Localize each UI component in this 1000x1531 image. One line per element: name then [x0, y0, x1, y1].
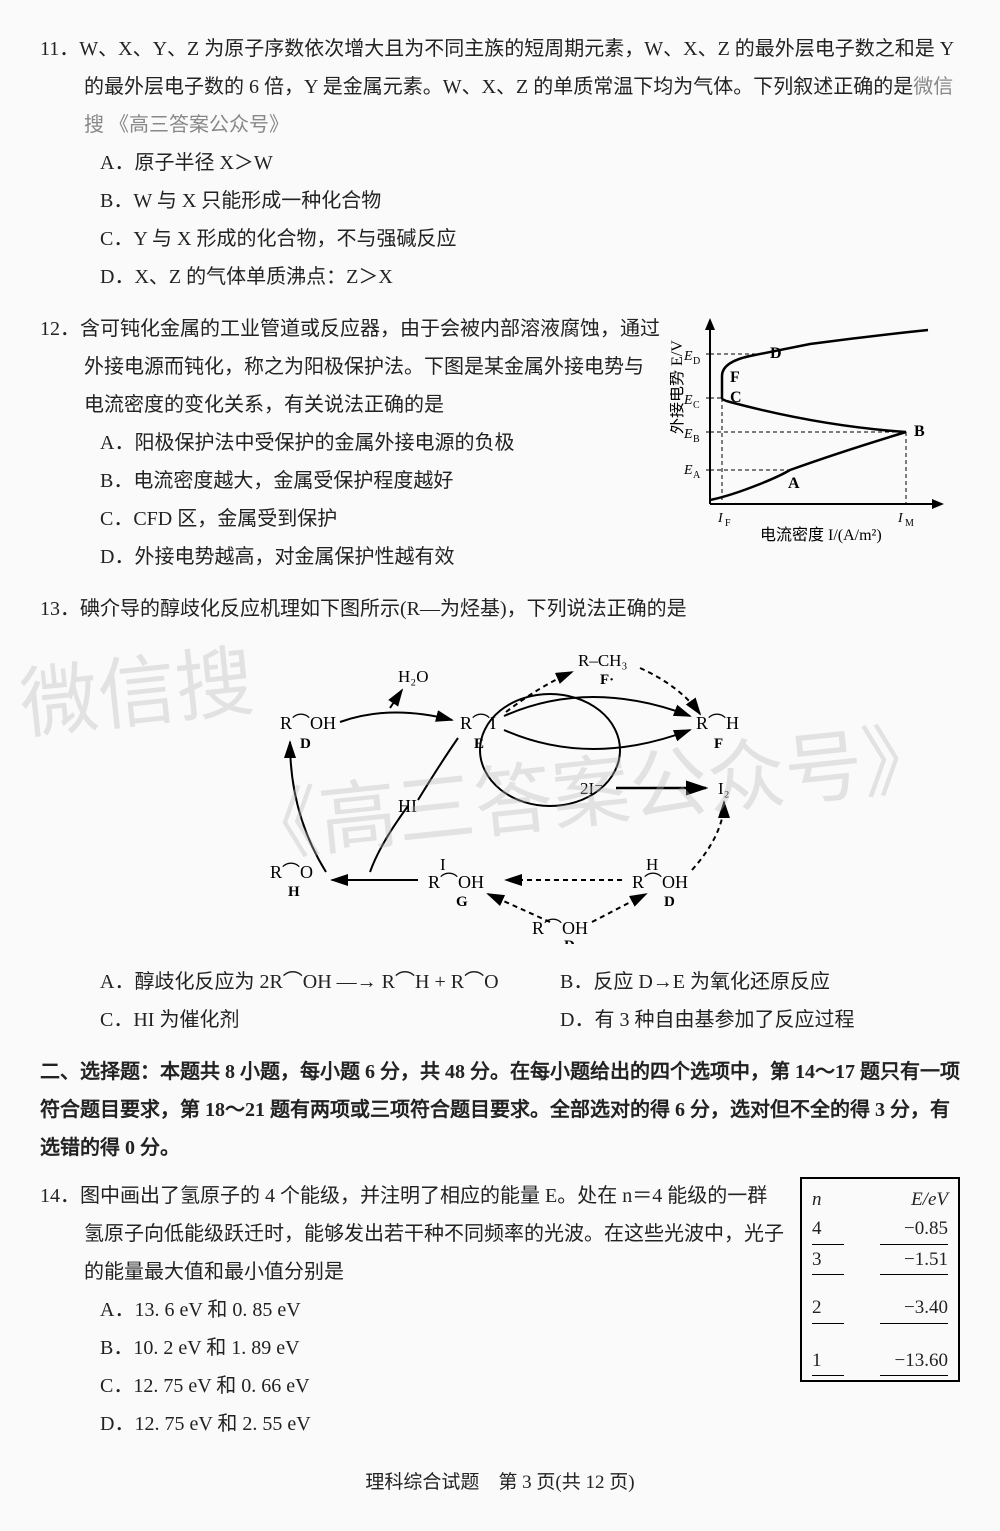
question-13: 13．碘介导的醇歧化反应机理如下图所示(R—为烃基)，下列说法正确的是 微信搜 …: [40, 590, 960, 1039]
energy-row: 3−1.51: [812, 1245, 948, 1275]
q11-opt-b: B．W 与 X 只能形成一种化合物: [40, 182, 960, 220]
q13-stem: 13．碘介导的醇歧化反应机理如下图所示(R—为烃基)，下列说法正确的是: [40, 590, 960, 628]
q12-ylabel: 外接电势 E/V: [670, 340, 686, 434]
energy-row: 4−0.85: [812, 1214, 948, 1244]
svg-text:B: B: [693, 434, 700, 445]
q14-number: 14．: [40, 1185, 80, 1207]
svg-text:A: A: [788, 475, 800, 492]
q11-opt-a: A．原子半径 X＞W: [40, 144, 960, 182]
svg-text:R⌒H: R⌒H: [696, 713, 739, 733]
svg-text:I: I: [897, 511, 904, 526]
q12-chart: EA EB EC ED IF IM A B C F D: [670, 314, 960, 557]
q12-xlabel: 电流密度 I/(A/m²): [760, 526, 882, 544]
q12-number: 12．: [40, 318, 80, 340]
svg-text:D: D: [300, 736, 311, 752]
svg-text:C: C: [730, 389, 742, 406]
svg-text:F: F: [725, 518, 731, 529]
q11-stem: 11．W、X、Y、Z 为原子序数依次增大且为不同主族的短周期元素，W、X、Z 的…: [40, 30, 960, 144]
section-2-head: 二、选择题：本题共 8 小题，每小题 6 分，共 48 分。在每小题给出的四个选…: [40, 1053, 960, 1167]
svg-text:M: M: [905, 518, 914, 529]
q11-opt-c: C．Y 与 X 形成的化合物，不与强碱反应: [40, 220, 960, 258]
question-12: EA EB EC ED IF IM A B C F D: [40, 310, 960, 576]
svg-text:R⌒OH: R⌒OH: [280, 713, 336, 733]
question-11: 11．W、X、Y、Z 为原子序数依次增大且为不同主族的短周期元素，W、X、Z 的…: [40, 30, 960, 296]
svg-text:R⌒OH: R⌒OH: [428, 872, 484, 892]
q11-opt-d: D．X、Z 的气体单质沸点：Z＞X: [40, 258, 960, 296]
svg-text:I: I: [717, 511, 724, 526]
question-14: n E/eV 4−0.853−1.51 2−3.40 1−13.60 14．图中画出…: [40, 1177, 960, 1443]
energy-row: 2−3.40: [812, 1293, 948, 1323]
q13-diagram: R⌒OHD R⌒IE H₂O R–CH₃F· R⌒HF 2I⁻ I₂ HI R⌒…: [40, 634, 960, 957]
q12-text: 含可钝化金属的工业管道或反应器，由于会被内部溶液腐蚀，通过外接电源而钝化，称之为…: [80, 318, 660, 416]
q13-text: 碘介导的醇歧化反应机理如下图所示(R—为烃基)，下列说法正确的是: [80, 598, 687, 620]
energy-head-E: E/eV: [911, 1185, 948, 1214]
q13-number: 13．: [40, 598, 80, 620]
svg-text:G: G: [456, 894, 468, 910]
svg-text:F·: F·: [600, 672, 614, 688]
svg-text:R–CH₃: R–CH₃: [578, 651, 627, 670]
svg-text:E: E: [683, 463, 693, 478]
energy-row: 1−13.60: [812, 1346, 948, 1376]
svg-text:F: F: [714, 736, 723, 752]
q13-opt-b: B．反应 D→E 为氧化还原反应: [500, 963, 960, 1001]
svg-text:R⌒OH: R⌒OH: [532, 918, 588, 938]
page-footer: 理科综合试题 第 3 页(共 12 页): [40, 1465, 960, 1501]
q13-opt-a: A．醇歧化反应为 2R⌒OH —→ R⌒H + R⌒O: [40, 963, 500, 1001]
q13-opt-c: C．HI 为催化剂: [40, 1001, 500, 1039]
svg-text:D: D: [693, 356, 700, 367]
q13-opt-d: D．有 3 种自由基参加了反应过程: [500, 1001, 960, 1039]
svg-text:R⌒I: R⌒I: [460, 713, 496, 733]
energy-head-n: n: [812, 1185, 822, 1214]
svg-text:D·: D·: [564, 938, 580, 944]
q11-text: W、X、Y、Z 为原子序数依次增大且为不同主族的短周期元素，W、X、Z 的最外层…: [79, 38, 953, 98]
svg-text:R⌒O: R⌒O: [270, 862, 313, 882]
q14-opt-d: D．12. 75 eV 和 2. 55 eV: [40, 1405, 960, 1443]
svg-text:F: F: [730, 369, 740, 386]
svg-text:D: D: [664, 894, 675, 910]
q11-number: 11．: [40, 38, 79, 60]
q14-text: 图中画出了氢原子的 4 个能级，并注明了相应的能量 E。处在 n＝4 能级的一群…: [80, 1185, 784, 1283]
svg-text:H₂O: H₂O: [398, 667, 428, 686]
svg-text:B: B: [914, 423, 925, 440]
svg-text:H: H: [288, 884, 300, 900]
svg-text:R⌒OH: R⌒OH: [632, 872, 688, 892]
svg-text:A: A: [693, 470, 701, 481]
svg-text:I₂: I₂: [718, 779, 730, 798]
q14-energy-table: n E/eV 4−0.853−1.51 2−3.40 1−13.60: [800, 1177, 960, 1382]
energy-rows: 4−0.853−1.51 2−3.40 1−13.60: [812, 1214, 948, 1376]
svg-text:D: D: [770, 345, 782, 362]
svg-text:C: C: [693, 400, 700, 411]
